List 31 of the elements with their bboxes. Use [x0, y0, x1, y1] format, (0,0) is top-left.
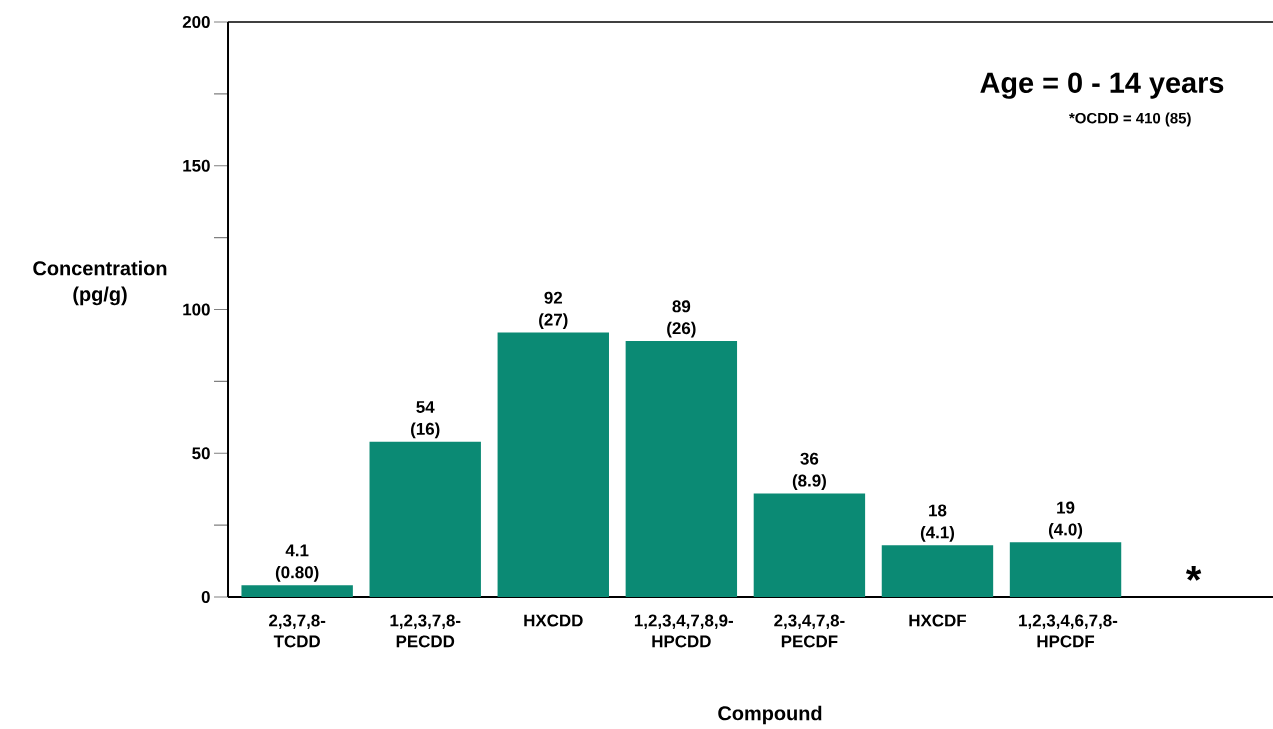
bar	[241, 585, 353, 597]
bar	[881, 545, 994, 597]
annotation: *OCDD = 410 (85)	[1069, 112, 1191, 127]
data-label: 19 (4.0)	[1048, 501, 1083, 539]
data-label: 4.1 (0.80)	[275, 544, 319, 582]
bar	[1009, 542, 1122, 597]
x-tick-label: 1,2,3,4,6,7,8-HPCDF	[1019, 614, 1118, 648]
y-tick-label: 0	[201, 590, 210, 603]
data-label: 89 (26)	[667, 300, 696, 338]
data-label: 36 (8.9)	[792, 452, 826, 490]
y-axis-title: Concentration (pg/g)	[33, 260, 167, 306]
bar	[497, 332, 609, 597]
y-tick-label: 200	[182, 15, 210, 28]
x-tick-label: HXCDD	[524, 614, 583, 627]
data-label: 18 (4.1)	[920, 504, 955, 542]
data-label: 92 (27)	[539, 291, 568, 329]
y-tick-label: 50	[192, 447, 210, 460]
data-label: 54 (16)	[411, 401, 440, 439]
y-tick-label: 100	[183, 303, 210, 316]
text: Age = 0 - 14 years	[980, 72, 1224, 99]
x-tick-label: 2,3,7,8-TCDD	[269, 614, 326, 648]
x-tick-label: 1,2,3,7,8-PECDD	[390, 614, 461, 648]
bar	[369, 441, 481, 597]
text: *	[1185, 566, 1202, 581]
x-tick-label: HXCDF	[909, 614, 966, 627]
y-tick-label: 150	[183, 159, 210, 172]
bar	[625, 341, 738, 597]
bar	[753, 493, 866, 597]
x-tick-label: 2,3,4,7,8-PECDF	[774, 614, 845, 648]
x-tick-label: 1,2,3,4,7,8,9-HPCDD	[634, 614, 733, 648]
x-axis-title: Compound	[718, 705, 822, 725]
